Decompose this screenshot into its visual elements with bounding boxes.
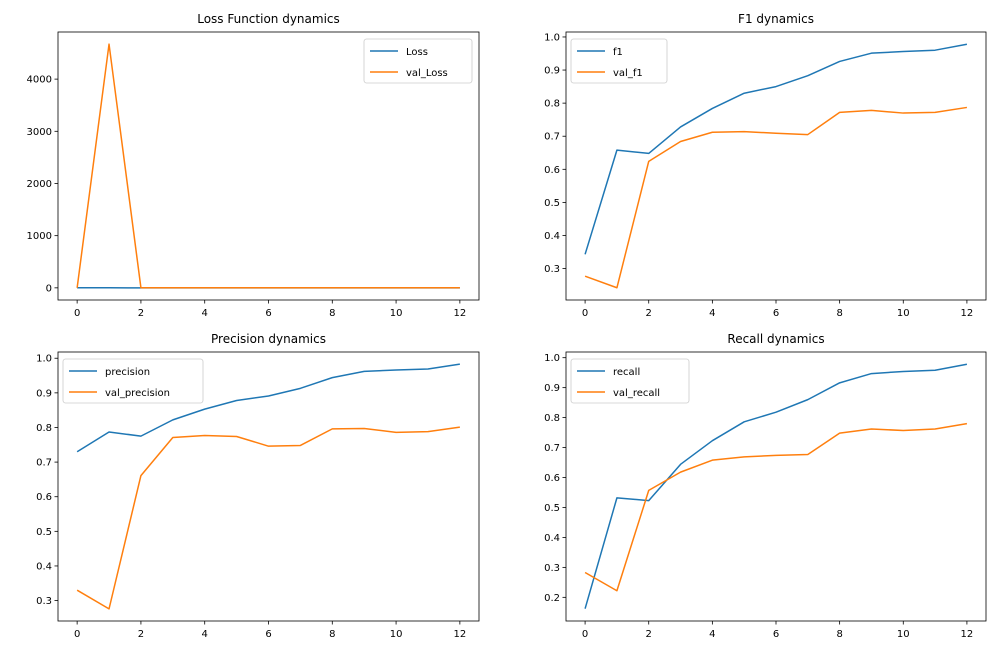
x-tick-label: 10 <box>390 308 403 319</box>
y-tick-label: 3000 <box>27 127 52 138</box>
x-tick-label: 6 <box>773 308 779 319</box>
x-tick-label: 0 <box>74 629 80 640</box>
chart-title: Loss Function dynamics <box>197 12 340 26</box>
y-tick-label: 0.9 <box>544 383 560 394</box>
chart-panel-4: 0 2 4 6 8 10 12 0.2 0.3 0.4 0.5 0.6 0.7 0.8 0.9 1.0 Reca… <box>544 332 987 640</box>
y-tick-label: 4000 <box>27 75 52 86</box>
x-tick-label: 4 <box>202 308 208 319</box>
x-tick-label: 0 <box>582 308 588 319</box>
y-tick-label: 0.8 <box>36 423 52 434</box>
legend-label-val_Loss: val_Loss <box>406 68 448 79</box>
legend-label-val_recall: val_recall <box>613 388 660 399</box>
y-tick-label: 0.4 <box>544 231 560 242</box>
y-tick-label: 0.7 <box>544 443 560 454</box>
legend-label-f1: f1 <box>613 47 623 58</box>
x-tick-label: 6 <box>265 629 271 640</box>
x-tick-label: 2 <box>138 308 144 319</box>
y-tick-label: 0.8 <box>544 413 560 424</box>
series-line-val_Loss <box>76 43 460 289</box>
x-tick-label: 10 <box>897 308 910 319</box>
y-tick-label: 0.5 <box>544 198 560 209</box>
chart-title: Precision dynamics <box>211 332 326 346</box>
x-tick-label: 8 <box>836 308 842 319</box>
y-tick-label: 0.6 <box>36 492 52 503</box>
y-tick-label: 0.2 <box>544 593 560 604</box>
legend-label-val_f1: val_f1 <box>613 68 643 79</box>
legend: f1 val_f1 <box>570 38 668 84</box>
x-tick-label: 10 <box>897 629 910 640</box>
y-tick-label: 0.3 <box>544 563 560 574</box>
x-tick-label: 2 <box>646 629 652 640</box>
x-tick-label: 2 <box>646 308 652 319</box>
legend: precision val_precision <box>62 358 204 404</box>
y-tick-label: 0.7 <box>36 458 52 469</box>
series-line-val_recall <box>584 422 968 592</box>
x-tick-label: 0 <box>582 629 588 640</box>
y-tick-label: 0.3 <box>544 264 560 275</box>
x-tick-label: 6 <box>773 629 779 640</box>
y-tick-label: 0.6 <box>544 473 560 484</box>
series-line-precision <box>76 363 460 453</box>
legend-label-precision: precision <box>105 367 150 378</box>
x-tick-label: 4 <box>202 629 208 640</box>
x-tick-label: 6 <box>265 308 271 319</box>
y-tick-label: 1.0 <box>36 354 52 365</box>
y-tick-label: 0.8 <box>544 99 560 110</box>
x-tick-label: 10 <box>390 629 403 640</box>
legend-box <box>62 358 204 404</box>
x-tick-label: 2 <box>138 629 144 640</box>
chart-panel-2: 0 2 4 6 8 10 12 0.3 0.4 0.5 0.6 0.7 0.8 0.9 1.0 F1 dyna… <box>544 12 987 319</box>
legend-label-val_precision: val_precision <box>105 388 170 399</box>
x-tick-label: 12 <box>961 308 974 319</box>
legend-label-Loss: Loss <box>406 47 428 58</box>
x-tick-label: 12 <box>453 629 466 640</box>
y-tick-label: 0.5 <box>544 503 560 514</box>
chart-panel-3: 0 2 4 6 8 10 12 0.3 0.4 0.5 0.6 0.7 0.8 0.9 1.0 Precisi… <box>36 332 480 640</box>
y-tick-label: 0.7 <box>544 132 560 143</box>
y-tick-label: 2000 <box>27 179 52 190</box>
series-line-val_f1 <box>584 106 968 289</box>
y-tick-label: 0.4 <box>544 533 560 544</box>
x-tick-label: 12 <box>453 308 466 319</box>
y-tick-label: 0.3 <box>36 596 52 607</box>
y-tick-label: 0.4 <box>36 561 52 572</box>
x-tick-label: 8 <box>329 308 335 319</box>
y-tick-label: 1.0 <box>544 32 560 43</box>
x-tick-label: 12 <box>961 629 974 640</box>
x-tick-label: 4 <box>709 308 715 319</box>
chart-title: Recall dynamics <box>727 332 824 346</box>
x-tick-label: 4 <box>709 629 715 640</box>
y-tick-label: 1.0 <box>544 353 560 364</box>
series-line-f1 <box>584 43 968 255</box>
legend: Loss val_Loss <box>363 38 473 84</box>
x-tick-label: 0 <box>74 308 80 319</box>
chart-panel-1: 0 2 4 6 8 10 12 0 1000 2000 3000 4000 Loss Function … <box>27 12 480 319</box>
y-tick-label: 1000 <box>27 231 52 242</box>
y-tick-label: 0.9 <box>36 388 52 399</box>
x-tick-label: 8 <box>836 629 842 640</box>
y-tick-label: 0 <box>46 283 52 294</box>
y-tick-label: 0.9 <box>544 66 560 77</box>
legend-label-recall: recall <box>613 367 640 378</box>
legend: recall val_recall <box>570 358 690 404</box>
chart-title: F1 dynamics <box>738 12 814 26</box>
y-tick-label: 0.6 <box>544 165 560 176</box>
x-tick-label: 8 <box>329 629 335 640</box>
series-line-val_precision <box>76 426 460 610</box>
series-line-recall <box>584 363 968 609</box>
y-tick-label: 0.5 <box>36 527 52 538</box>
